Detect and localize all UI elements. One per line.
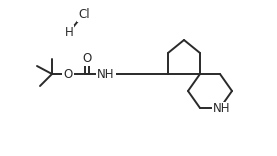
- Text: O: O: [63, 68, 73, 80]
- Text: O: O: [82, 53, 92, 66]
- Text: NH: NH: [213, 102, 231, 115]
- Text: NH: NH: [97, 68, 115, 80]
- Text: H: H: [65, 25, 73, 39]
- Text: Cl: Cl: [78, 8, 90, 22]
